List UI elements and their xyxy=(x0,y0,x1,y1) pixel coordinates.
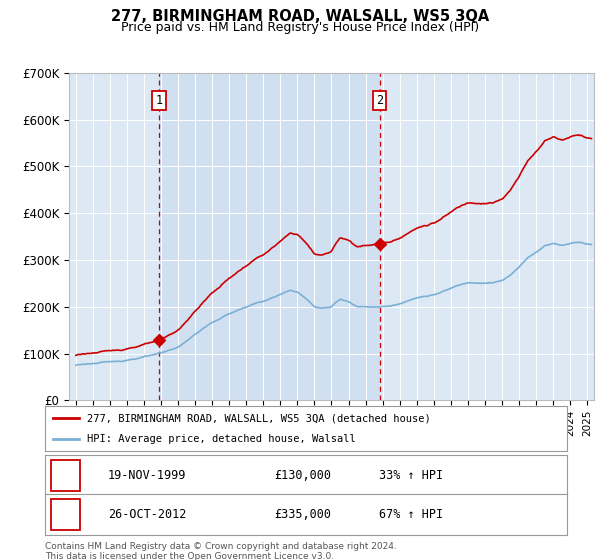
FancyBboxPatch shape xyxy=(51,500,80,530)
FancyBboxPatch shape xyxy=(51,460,80,491)
Text: 2: 2 xyxy=(376,94,383,107)
Text: 1: 1 xyxy=(155,94,163,107)
Text: 33% ↑ HPI: 33% ↑ HPI xyxy=(379,469,443,482)
Text: HPI: Average price, detached house, Walsall: HPI: Average price, detached house, Wals… xyxy=(87,433,356,444)
Text: 2: 2 xyxy=(62,508,69,521)
Bar xyxy=(159,73,380,400)
Text: Contains HM Land Registry data © Crown copyright and database right 2024.
This d: Contains HM Land Registry data © Crown c… xyxy=(45,542,397,560)
Text: 67% ↑ HPI: 67% ↑ HPI xyxy=(379,508,443,521)
Text: 277, BIRMINGHAM ROAD, WALSALL, WS5 3QA: 277, BIRMINGHAM ROAD, WALSALL, WS5 3QA xyxy=(111,9,489,24)
Text: 1: 1 xyxy=(62,469,69,482)
Text: 19-NOV-1999: 19-NOV-1999 xyxy=(107,469,186,482)
Text: 26-OCT-2012: 26-OCT-2012 xyxy=(107,508,186,521)
Text: Price paid vs. HM Land Registry's House Price Index (HPI): Price paid vs. HM Land Registry's House … xyxy=(121,21,479,34)
Text: £130,000: £130,000 xyxy=(275,469,332,482)
Text: 277, BIRMINGHAM ROAD, WALSALL, WS5 3QA (detached house): 277, BIRMINGHAM ROAD, WALSALL, WS5 3QA (… xyxy=(87,413,431,423)
Text: £335,000: £335,000 xyxy=(275,508,332,521)
